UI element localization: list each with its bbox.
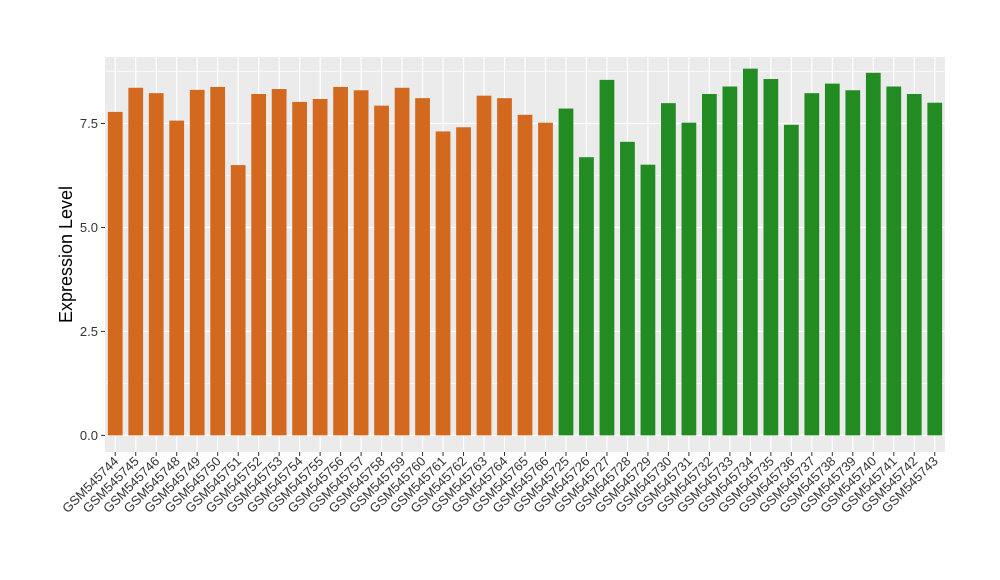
bar-GSM545766 bbox=[538, 122, 553, 436]
y-axis: 0.0 2.5 5.0 7.5 bbox=[80, 116, 105, 443]
bar-GSM545752 bbox=[251, 94, 267, 436]
x-axis: GSM545744GSM545745GSM545746GSM545748GSM5… bbox=[59, 452, 941, 516]
bar-GSM545762 bbox=[456, 127, 471, 436]
y-tick-label: 2.5 bbox=[80, 324, 98, 339]
bar-GSM545753 bbox=[271, 89, 287, 436]
bar-GSM545749 bbox=[189, 89, 205, 436]
bar-GSM545735 bbox=[763, 79, 779, 436]
bar-GSM545756 bbox=[333, 86, 348, 436]
bar-GSM545755 bbox=[312, 98, 328, 436]
bar-GSM545738 bbox=[824, 83, 840, 436]
bar-GSM545748 bbox=[169, 120, 185, 436]
bar-GSM545761 bbox=[435, 131, 451, 436]
bar-GSM545732 bbox=[702, 94, 717, 436]
y-tick-label: 5.0 bbox=[80, 220, 98, 235]
y-axis-title: Expression Level bbox=[56, 186, 76, 323]
bar-GSM545740 bbox=[865, 72, 881, 436]
bar-GSM545764 bbox=[497, 98, 512, 436]
bar-GSM545741 bbox=[886, 86, 902, 436]
y-tick-label: 7.5 bbox=[80, 116, 98, 131]
bar-GSM545736 bbox=[783, 124, 799, 436]
bar-GSM545765 bbox=[517, 114, 533, 436]
bar-GSM545743 bbox=[927, 102, 943, 436]
bar-GSM545730 bbox=[661, 103, 676, 436]
bar-GSM545737 bbox=[804, 93, 820, 436]
bar-GSM545733 bbox=[722, 86, 738, 436]
y-tick-label: 0.0 bbox=[80, 428, 98, 443]
bar-GSM545727 bbox=[599, 79, 615, 436]
bar-GSM545746 bbox=[148, 93, 164, 436]
bar-GSM545742 bbox=[906, 94, 922, 436]
bar-GSM545758 bbox=[374, 105, 389, 436]
bar-GSM545745 bbox=[128, 87, 144, 436]
bar-GSM545759 bbox=[394, 87, 410, 436]
bar-GSM545751 bbox=[230, 165, 246, 436]
bar-GSM545763 bbox=[476, 95, 492, 436]
bar-GSM545734 bbox=[742, 68, 758, 436]
bar-GSM545729 bbox=[640, 164, 656, 436]
bar-GSM545754 bbox=[292, 101, 308, 436]
bar-GSM545750 bbox=[210, 86, 226, 436]
bar-GSM545726 bbox=[579, 157, 594, 436]
bar-GSM545757 bbox=[353, 90, 369, 436]
bar-GSM545731 bbox=[681, 122, 697, 436]
bar-GSM545739 bbox=[845, 90, 861, 436]
bar-GSM545760 bbox=[415, 98, 430, 436]
bars bbox=[107, 68, 943, 436]
bar-GSM545725 bbox=[558, 108, 574, 436]
bar-GSM545744 bbox=[107, 111, 123, 436]
bar-GSM545728 bbox=[620, 141, 635, 436]
